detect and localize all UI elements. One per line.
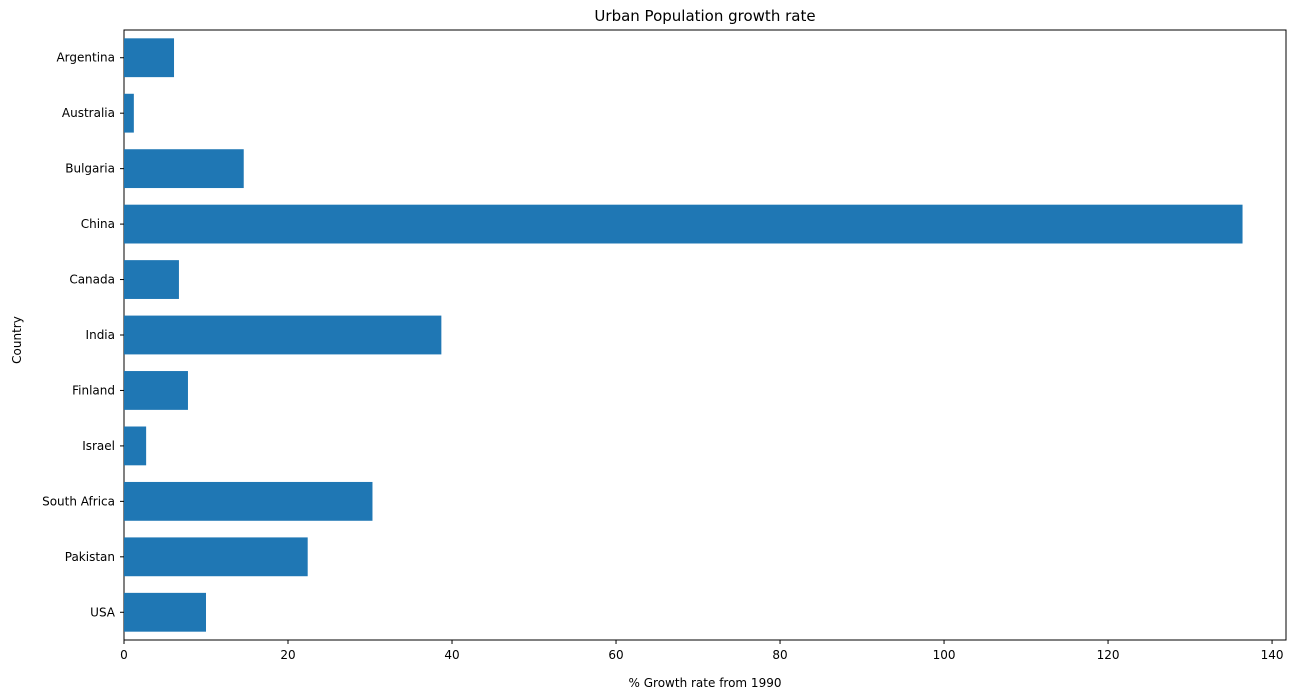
y-tick-label: Argentina: [56, 51, 115, 65]
x-tick-label: 60: [608, 648, 623, 662]
y-tick-label: USA: [90, 605, 116, 619]
bar: [124, 93, 134, 133]
y-tick-label: Bulgaria: [65, 162, 115, 176]
y-tick-label: Canada: [69, 273, 115, 287]
y-axis-label: Country: [10, 316, 24, 364]
chart-title: Urban Population growth rate: [594, 7, 815, 25]
x-tick-label: 80: [772, 648, 787, 662]
bar: [124, 537, 308, 577]
bar: [124, 149, 244, 189]
x-tick-label: 20: [280, 648, 295, 662]
y-tick-label: Australia: [62, 106, 115, 120]
x-tick-label: 120: [1097, 648, 1120, 662]
bar: [124, 426, 147, 466]
y-tick-label: South Africa: [42, 494, 115, 508]
x-axis-ticks: 0 20 40 60 80 100 120 140: [120, 640, 1284, 662]
bar: [124, 315, 442, 355]
x-axis-label: % Growth rate from 1990: [629, 676, 782, 690]
y-tick-label: India: [86, 328, 115, 342]
y-tick-label: China: [81, 217, 115, 231]
y-tick-label: Finland: [72, 383, 115, 397]
bars: [124, 38, 1243, 632]
bar: [124, 204, 1243, 244]
x-tick-label: 40: [444, 648, 459, 662]
x-tick-label: 100: [933, 648, 956, 662]
y-tick-label: Pakistan: [65, 550, 115, 564]
bar: [124, 260, 179, 299]
y-tick-label: Israel: [82, 439, 115, 453]
x-tick-label: 0: [120, 648, 128, 662]
x-tick-label: 140: [1261, 648, 1284, 662]
y-axis-ticks: Argentina Australia Bulgaria China Canada Ind…: [42, 51, 124, 619]
bar: [124, 38, 175, 78]
bar: [124, 592, 207, 632]
bar: [124, 481, 373, 521]
bar: [124, 371, 188, 410]
